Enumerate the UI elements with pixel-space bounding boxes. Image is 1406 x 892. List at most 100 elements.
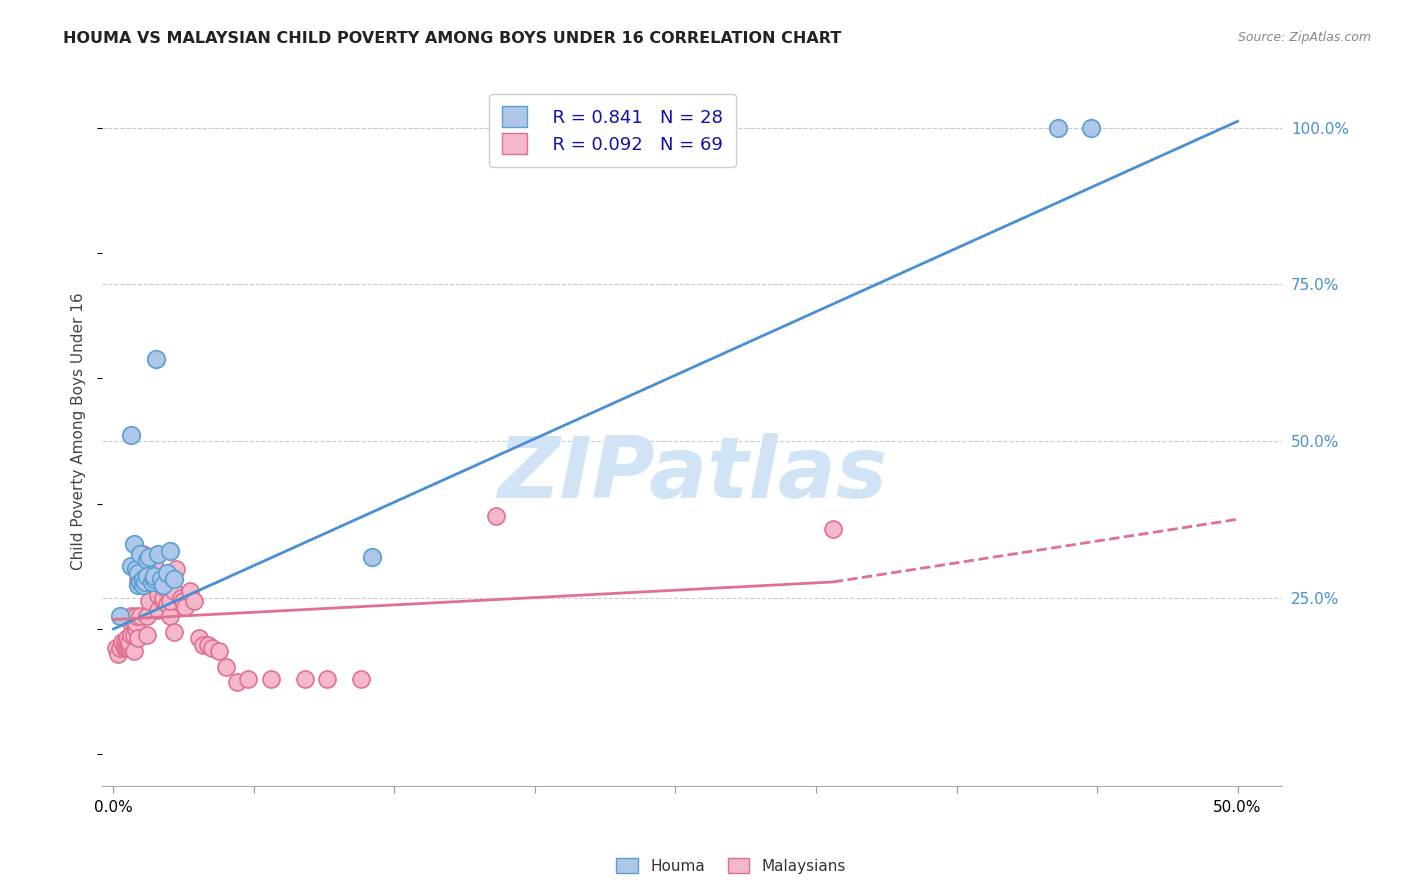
Point [125,622,148,636]
Point [156,597,179,611]
Point [172,594,194,608]
Point [316,672,339,686]
Point [208,644,231,658]
Point [197,638,219,652]
Point [193,638,215,652]
Point [1080,120,1102,135]
Point [115,640,138,655]
Point [141,572,163,586]
Point [115,632,138,646]
Point [148,547,170,561]
Point [187,632,209,646]
Point [170,591,193,605]
Point [183,594,205,608]
Point [127,632,149,646]
Point [1046,120,1069,135]
Point [163,625,186,640]
Point [120,615,142,630]
Legend: Houma, Malaysians: Houma, Malaysians [610,852,852,880]
Point [141,574,163,589]
Point [134,568,156,582]
Point [134,574,156,589]
Point [136,568,159,582]
Point [107,647,129,661]
Point [114,640,136,655]
Point [129,572,152,586]
Point [131,553,153,567]
Point [153,581,176,595]
Point [111,634,134,648]
Point [104,640,127,655]
Point [118,638,141,652]
Point [125,562,148,576]
Point [148,587,170,601]
Point [159,543,181,558]
Point [159,609,181,624]
Point [163,584,186,599]
Point [118,634,141,648]
Point [120,559,142,574]
Point [136,553,159,567]
Point [163,572,186,586]
Point [179,584,201,599]
Point [120,609,142,624]
Point [120,628,142,642]
Point [122,628,145,642]
Point [138,594,160,608]
Y-axis label: Child Poverty Among Boys Under 16: Child Poverty Among Boys Under 16 [72,293,86,570]
Point [134,562,156,576]
Point [152,591,174,605]
Point [145,578,167,592]
Point [129,574,152,589]
Point [142,556,165,570]
Point [142,572,165,586]
Point [114,640,136,655]
Point [145,352,167,367]
Point [131,547,153,561]
Point [152,594,174,608]
Point [138,553,160,567]
Point [125,609,148,624]
Point [131,578,153,592]
Point [215,659,238,673]
Point [226,675,249,690]
Text: HOUMA VS MALAYSIAN CHILD POVERTY AMONG BOYS UNDER 16 CORRELATION CHART: HOUMA VS MALAYSIAN CHILD POVERTY AMONG B… [63,31,842,46]
Point [127,572,149,586]
Point [485,509,508,524]
Point [201,640,224,655]
Point [122,537,145,551]
Point [138,549,160,564]
Point [129,609,152,624]
Point [127,578,149,592]
Point [148,603,170,617]
Point [159,594,181,608]
Point [142,568,165,582]
Point [127,562,149,576]
Point [108,609,131,624]
Point [114,634,136,648]
Point [125,615,148,630]
Point [361,549,384,564]
Point [149,572,172,586]
Point [350,672,373,686]
Point [122,644,145,658]
Point [152,578,174,592]
Point [260,672,283,686]
Point [149,578,172,592]
Point [108,640,131,655]
Text: Source: ZipAtlas.com: Source: ZipAtlas.com [1237,31,1371,45]
Point [127,566,149,580]
Point [136,609,159,624]
Point [238,672,260,686]
Point [129,547,152,561]
Point [120,427,142,442]
Point [118,640,141,655]
Point [122,615,145,630]
Point [165,562,187,576]
Point [821,522,844,536]
Point [136,628,159,642]
Point [174,600,197,615]
Point [131,572,153,586]
Point [294,672,316,686]
Legend:   R = 0.841   N = 28,   R = 0.092   N = 69: R = 0.841 N = 28, R = 0.092 N = 69 [489,94,735,167]
